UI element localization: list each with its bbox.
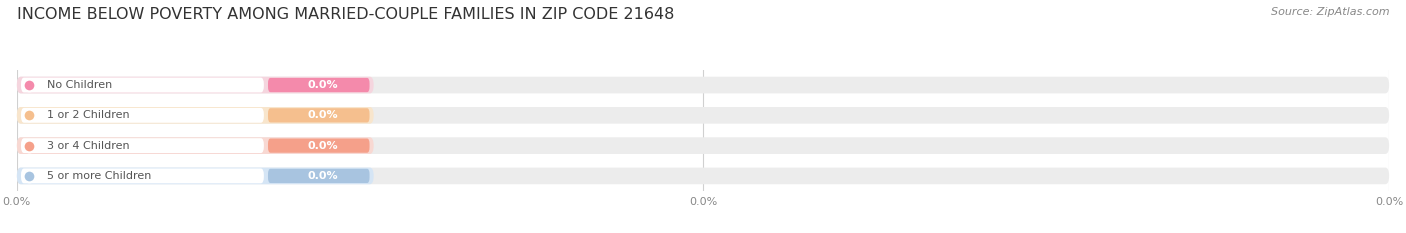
Text: Source: ZipAtlas.com: Source: ZipAtlas.com (1271, 7, 1389, 17)
FancyBboxPatch shape (269, 169, 370, 183)
Text: INCOME BELOW POVERTY AMONG MARRIED-COUPLE FAMILIES IN ZIP CODE 21648: INCOME BELOW POVERTY AMONG MARRIED-COUPL… (17, 7, 675, 22)
Text: No Children: No Children (46, 80, 112, 90)
Text: 0.0%: 0.0% (308, 141, 339, 151)
FancyBboxPatch shape (17, 168, 1389, 184)
FancyBboxPatch shape (269, 108, 370, 123)
FancyBboxPatch shape (21, 138, 264, 153)
FancyBboxPatch shape (21, 78, 264, 93)
FancyBboxPatch shape (21, 108, 264, 123)
FancyBboxPatch shape (17, 107, 1389, 124)
FancyBboxPatch shape (17, 168, 374, 184)
Text: 0.0%: 0.0% (308, 80, 339, 90)
Text: 5 or more Children: 5 or more Children (46, 171, 152, 181)
FancyBboxPatch shape (21, 168, 264, 183)
FancyBboxPatch shape (269, 78, 370, 92)
FancyBboxPatch shape (17, 77, 374, 93)
FancyBboxPatch shape (17, 137, 1389, 154)
FancyBboxPatch shape (17, 107, 374, 124)
FancyBboxPatch shape (17, 137, 374, 154)
Text: 3 or 4 Children: 3 or 4 Children (46, 141, 129, 151)
FancyBboxPatch shape (17, 77, 1389, 93)
Text: 1 or 2 Children: 1 or 2 Children (46, 110, 129, 120)
Text: 0.0%: 0.0% (308, 171, 339, 181)
FancyBboxPatch shape (269, 138, 370, 153)
Text: 0.0%: 0.0% (308, 110, 339, 120)
